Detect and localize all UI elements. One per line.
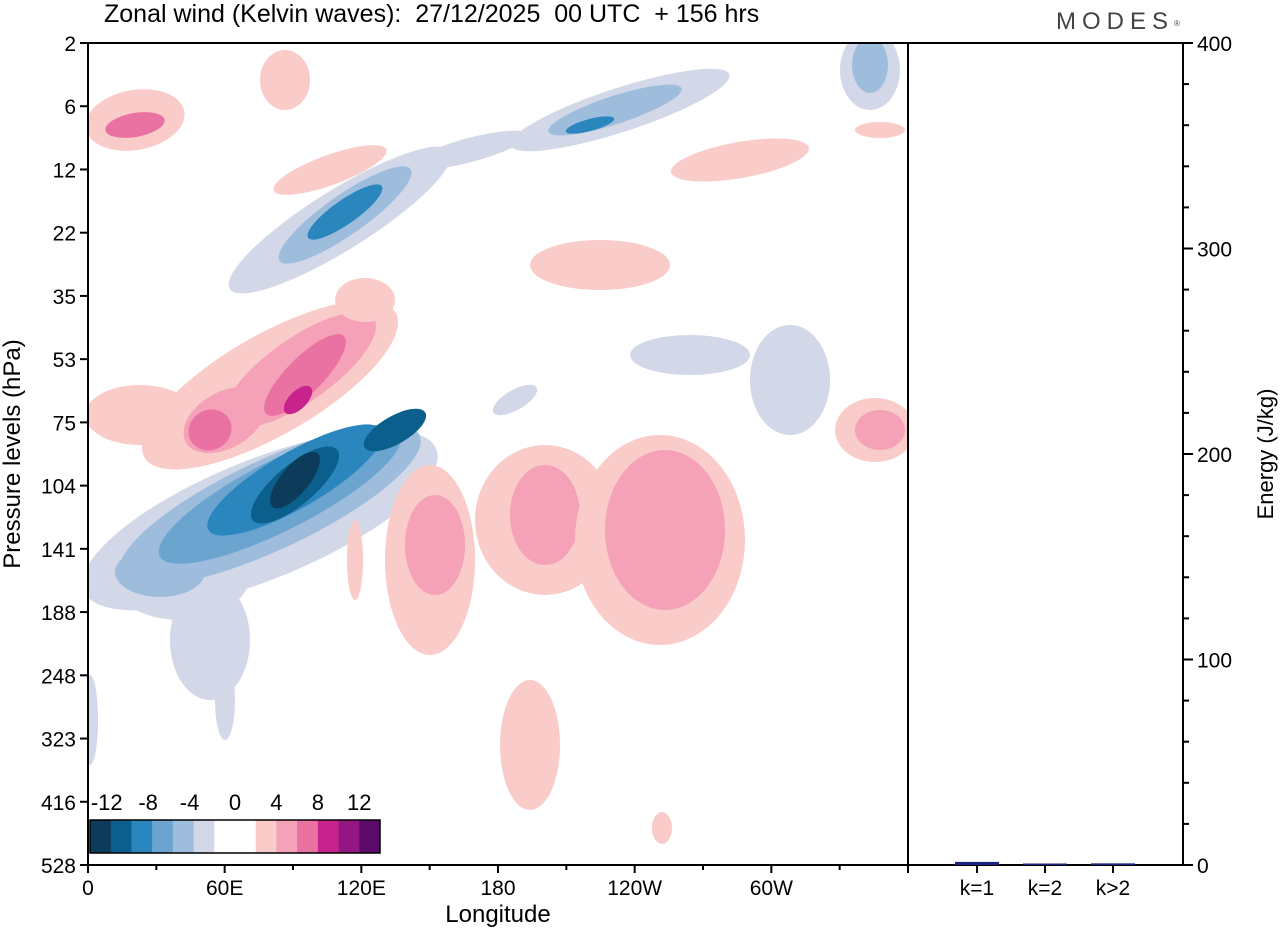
westerly-contour	[405, 495, 465, 595]
easterly-contour	[565, 116, 615, 134]
westerly-contour	[283, 385, 313, 415]
westerly-contour	[605, 450, 725, 610]
easterly-contour	[170, 580, 250, 700]
y-tick-label: 75	[53, 412, 76, 435]
y-tick-label: 35	[53, 286, 76, 309]
colorbar-swatch	[110, 820, 132, 853]
colorbar-label: 4	[270, 790, 282, 815]
westerly-contour	[188, 409, 232, 451]
y-tick-label: 323	[41, 729, 76, 752]
energy-tick-label: 100	[1197, 650, 1232, 673]
westerly-contour	[264, 334, 346, 416]
westerly-contour	[335, 278, 395, 322]
colorbar-swatch	[338, 820, 360, 853]
westerly-contour	[260, 50, 310, 110]
colorbar-swatch	[90, 820, 112, 853]
energy-axis-label: Energy (J/kg)	[1253, 389, 1278, 520]
colorbar-label: -4	[180, 790, 200, 815]
easterly-contour	[363, 408, 427, 452]
easterly-contour	[492, 384, 538, 416]
colorbar-label: 0	[229, 790, 241, 815]
y-tick-label: 188	[41, 602, 76, 625]
x-tick-label: 60E	[206, 877, 243, 900]
colorbar-label: 12	[347, 790, 371, 815]
y-tick-label: 104	[41, 476, 76, 499]
y-tick-label: 416	[41, 792, 76, 815]
bar-category-label: k>2	[1096, 877, 1130, 900]
energy-tick-label: 200	[1197, 444, 1232, 467]
y-tick-label: 53	[53, 349, 76, 372]
westerly-contour	[500, 680, 560, 810]
modes-logo: MODES®	[1056, 8, 1180, 35]
colorbar-swatch	[255, 820, 277, 853]
x-tick-label: 120W	[607, 877, 662, 900]
y-axis-label: Pressure levels (hPa)	[0, 339, 26, 568]
colorbar-swatch	[152, 820, 174, 853]
y-tick-label: 141	[41, 539, 76, 562]
y-tick-label: 12	[53, 159, 76, 182]
westerly-contour	[273, 145, 387, 195]
contour-map	[88, 43, 908, 844]
westerly-contour	[347, 520, 363, 600]
colorbar-label: -8	[138, 790, 158, 815]
colorbar-swatch	[172, 820, 195, 853]
westerly-contour	[855, 410, 905, 450]
energy-tick-label: 400	[1197, 33, 1232, 56]
bar-category-label: k=2	[1028, 877, 1062, 900]
westerly-contour	[652, 812, 672, 844]
westerly-contour	[88, 385, 195, 445]
colorbar-label: 8	[312, 790, 324, 815]
y-tick-label: 528	[41, 855, 76, 878]
x-tick-label: 0	[82, 877, 94, 900]
westerly-contour	[670, 138, 810, 182]
energy-bar	[955, 861, 999, 865]
easterly-contour	[411, 130, 529, 170]
x-tick-label: 120E	[337, 877, 386, 900]
colorbar-swatch	[297, 820, 319, 853]
colorbar-swatch	[193, 820, 215, 853]
x-tick-label: 180	[480, 877, 515, 900]
y-tick-label: 6	[64, 96, 76, 119]
x-tick-label: 60W	[750, 877, 793, 900]
colorbar-swatch	[214, 820, 236, 853]
easterly-contour	[630, 335, 750, 375]
easterly-contour	[270, 451, 320, 509]
easterly-contour	[852, 43, 888, 93]
chart-title: Zonal wind (Kelvin waves): 27/12/2025 00…	[104, 0, 760, 28]
y-tick-label: 2	[64, 33, 76, 56]
energy-bar	[1023, 863, 1067, 865]
energy-tick-label: 300	[1197, 239, 1232, 262]
colorbar-swatch	[131, 820, 153, 853]
westerly-contour	[530, 240, 670, 290]
easterly-contour	[750, 325, 830, 435]
energy-frame	[907, 42, 1184, 866]
westerly-contour	[105, 112, 165, 138]
energy-bar	[1091, 863, 1135, 865]
colorbar-swatch	[359, 820, 381, 853]
westerly-contour	[855, 122, 905, 138]
easterly-contour	[215, 660, 235, 740]
westerly-contour	[510, 465, 580, 565]
easterly-contour	[307, 184, 383, 240]
colorbar-swatch	[235, 820, 257, 853]
energy-tick-label: 0	[1197, 855, 1209, 878]
y-tick-label: 22	[53, 223, 76, 246]
y-tick-label: 248	[41, 665, 76, 688]
bar-category-label: k=1	[960, 877, 994, 900]
colorbar-swatch	[276, 820, 298, 853]
colorbar-swatch	[317, 820, 340, 853]
colorbar-label: -12	[91, 790, 123, 815]
x-axis-label: Longitude	[445, 901, 550, 928]
easterly-contour	[88, 675, 98, 765]
colorbar-frame	[89, 819, 381, 854]
